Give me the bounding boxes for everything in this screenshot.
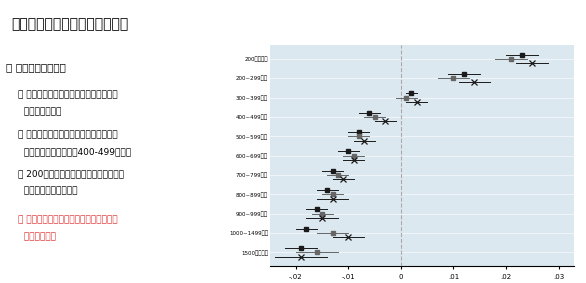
Text: が最も高くなっている: が最も高くなっている <box>18 187 77 196</box>
Text: ・ 200円未満の層で副業を保有する確率: ・ 200円未満の層で副業を保有する確率 <box>18 170 124 179</box>
Text: ・ 前の推定の４つの変数を世帯所得に置: ・ 前の推定の４つの変数を世帯所得に置 <box>18 91 117 100</box>
Text: き換えて再推定: き換えて再推定 <box>18 108 61 117</box>
Text: ・ 世帯所得との関係: ・ 世帯所得との関係 <box>6 62 66 72</box>
Text: シート６　副業を保有する要因: シート６ 副業を保有する要因 <box>12 17 129 31</box>
Text: 結果（基準は世帯所得400-499万円）: 結果（基準は世帯所得400-499万円） <box>18 147 131 156</box>
Text: ・ ワーキングプア層で副業が持たれる傾: ・ ワーキングプア層で副業が持たれる傾 <box>18 215 117 224</box>
Text: ・ 図は、推定結果から予測値を推計した: ・ 図は、推定結果から予測値を推計した <box>18 130 117 139</box>
Text: 向がみられる: 向がみられる <box>18 232 56 241</box>
